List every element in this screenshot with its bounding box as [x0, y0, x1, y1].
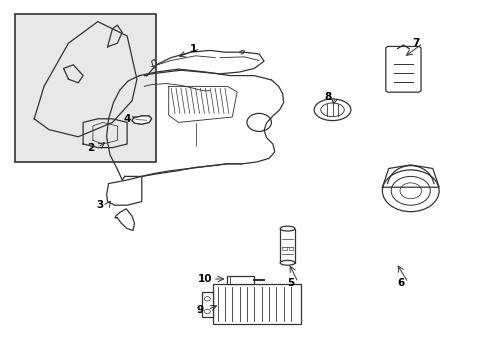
Bar — [280, 229, 294, 263]
Text: 3: 3 — [97, 200, 103, 210]
Bar — [288, 247, 293, 250]
Bar — [202, 292, 212, 317]
Bar — [15, 14, 156, 162]
Text: 6: 6 — [397, 278, 404, 288]
Text: 9: 9 — [197, 305, 203, 315]
Bar — [212, 284, 300, 324]
Text: 4: 4 — [123, 114, 131, 124]
Text: 7: 7 — [411, 38, 419, 48]
Text: 8: 8 — [324, 92, 330, 102]
Text: 2: 2 — [87, 143, 94, 153]
Polygon shape — [132, 116, 151, 124]
Text: 1: 1 — [189, 44, 196, 54]
Text: 5: 5 — [287, 278, 294, 288]
Bar — [227, 276, 254, 284]
Ellipse shape — [280, 226, 294, 231]
Text: 10: 10 — [198, 274, 212, 284]
FancyBboxPatch shape — [385, 46, 420, 92]
Ellipse shape — [280, 260, 294, 265]
Bar — [281, 247, 286, 250]
